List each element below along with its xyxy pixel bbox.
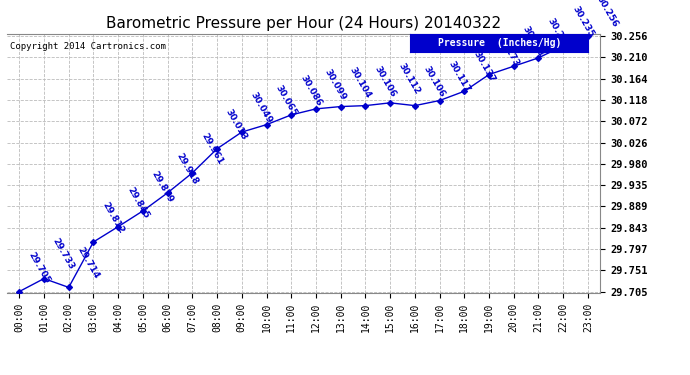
Text: 30.106: 30.106 — [373, 64, 397, 99]
Text: 30.256: 30.256 — [595, 0, 620, 29]
Text: 29.879: 29.879 — [150, 169, 175, 204]
Text: 30.191: 30.191 — [521, 25, 546, 59]
Text: 29.714: 29.714 — [76, 246, 101, 280]
Text: 30.104: 30.104 — [348, 65, 373, 100]
Text: 29.845: 29.845 — [125, 185, 150, 220]
Text: 30.235: 30.235 — [570, 4, 595, 39]
Text: 30.065: 30.065 — [273, 83, 299, 118]
Text: 29.733: 29.733 — [51, 237, 76, 272]
Text: Copyright 2014 Cartronics.com: Copyright 2014 Cartronics.com — [10, 42, 166, 51]
Text: 30.106: 30.106 — [422, 64, 447, 99]
Text: 30.117: 30.117 — [446, 59, 472, 94]
Text: 29.812: 29.812 — [100, 200, 126, 235]
Text: 30.209: 30.209 — [545, 16, 571, 51]
Text: 30.099: 30.099 — [323, 68, 348, 102]
Text: 29.918: 29.918 — [175, 151, 200, 186]
Text: 30.137: 30.137 — [471, 50, 496, 84]
Text: 29.705: 29.705 — [26, 250, 51, 285]
Text: 30.049: 30.049 — [248, 91, 274, 125]
Text: 30.112: 30.112 — [397, 62, 422, 96]
Text: 29.961: 29.961 — [199, 131, 224, 166]
Text: 30.086: 30.086 — [298, 74, 323, 108]
Text: 30.173: 30.173 — [496, 33, 521, 68]
Text: 30.013: 30.013 — [224, 108, 249, 142]
Title: Barometric Pressure per Hour (24 Hours) 20140322: Barometric Pressure per Hour (24 Hours) … — [106, 16, 501, 31]
